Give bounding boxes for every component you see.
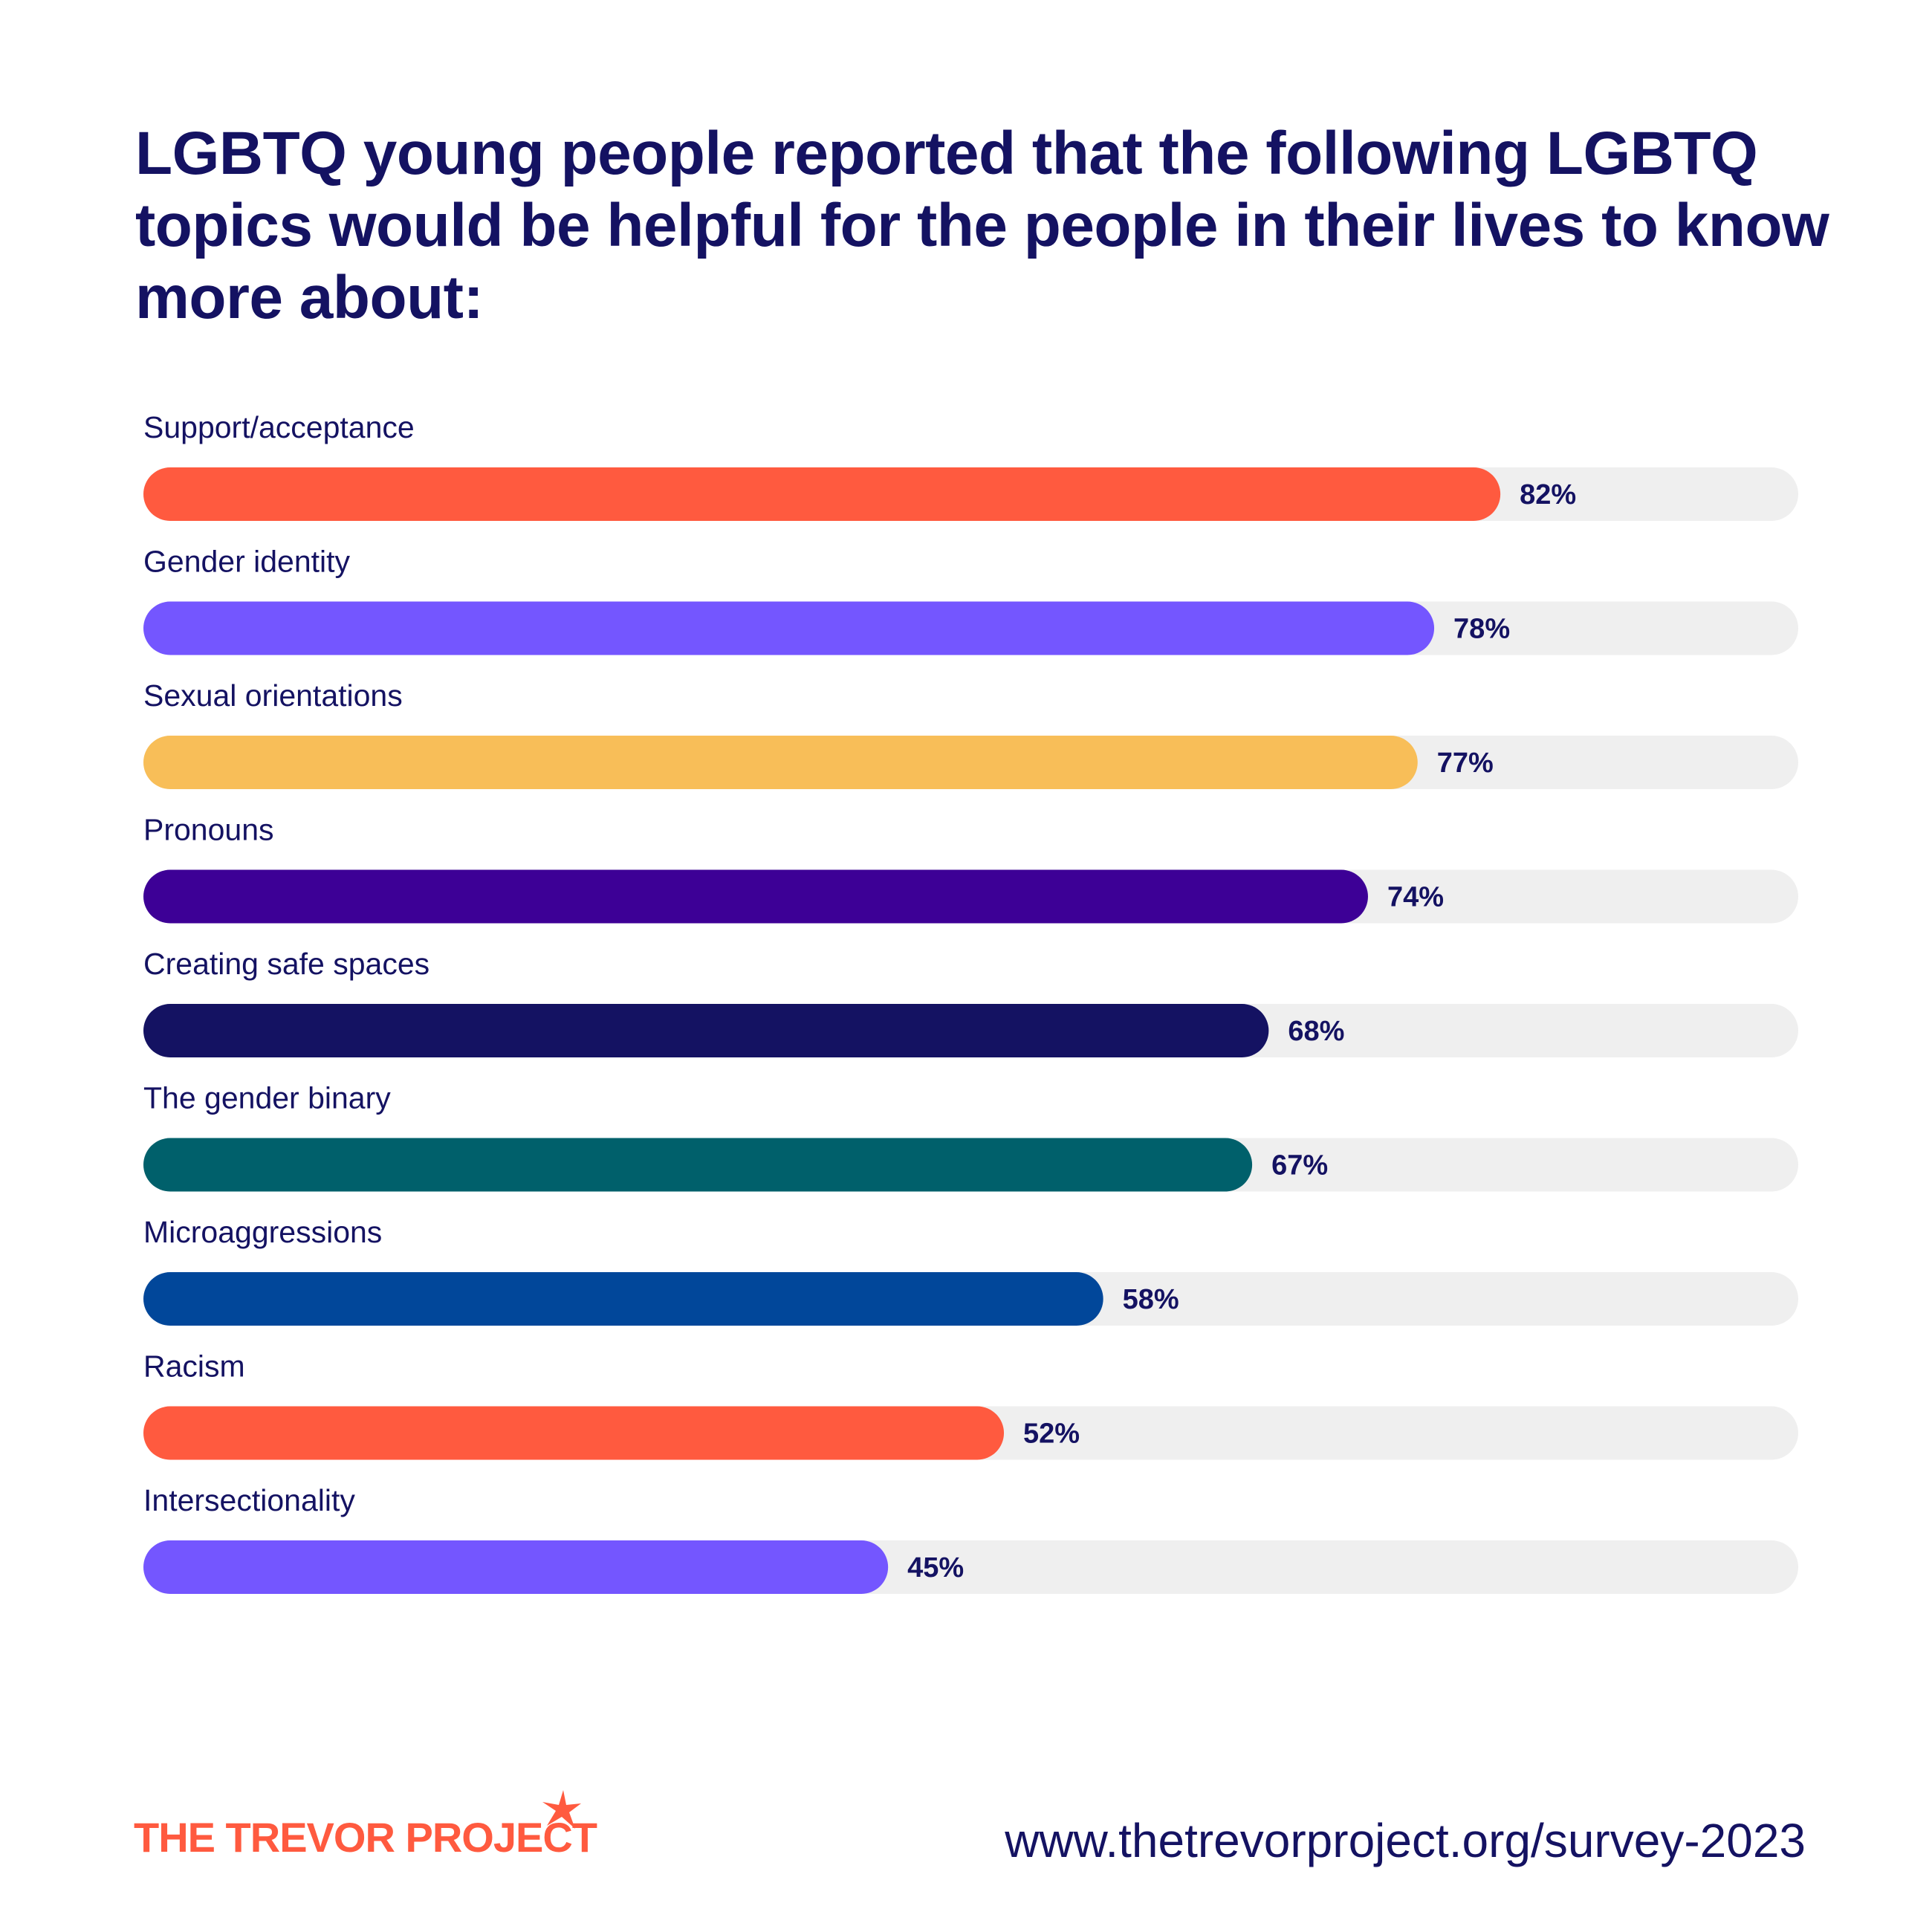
chart-title: LGBTQ young people reported that the fol… (135, 120, 1829, 331)
bar (143, 601, 1435, 655)
star-icon (542, 1790, 581, 1829)
bar (143, 1406, 1005, 1460)
value-label: 52% (1023, 1419, 1080, 1450)
category-label: Sexual orientations (143, 678, 403, 713)
category-label: The gender binary (143, 1081, 391, 1115)
value-label: 77% (1437, 748, 1494, 779)
bar (143, 736, 1418, 789)
bar (143, 1272, 1103, 1326)
category-label: Creating safe spaces (143, 947, 429, 981)
value-label: 45% (907, 1552, 964, 1583)
bar (143, 869, 1368, 924)
bar (143, 1540, 889, 1594)
value-label: 82% (1520, 479, 1576, 510)
value-label: 58% (1123, 1284, 1179, 1315)
value-label: 74% (1387, 882, 1444, 913)
value-label: 78% (1453, 614, 1510, 645)
category-label: Racism (143, 1349, 245, 1384)
category-label: Support/acceptance (143, 410, 415, 444)
category-label: Microaggressions (143, 1215, 382, 1249)
category-label: Gender identity (143, 545, 351, 579)
value-label: 68% (1288, 1016, 1344, 1047)
category-label: Pronouns (143, 813, 274, 847)
brand-logo-text: THE TREVOR PROJECT (134, 1814, 597, 1861)
bar (143, 1138, 1253, 1192)
bar (143, 467, 1501, 521)
value-label: 67% (1271, 1150, 1328, 1181)
bar (143, 1004, 1269, 1057)
category-label: Intersectionality (143, 1483, 355, 1517)
survey-url: www.thetrevorproject.org/survey-2023 (1005, 1814, 1806, 1867)
